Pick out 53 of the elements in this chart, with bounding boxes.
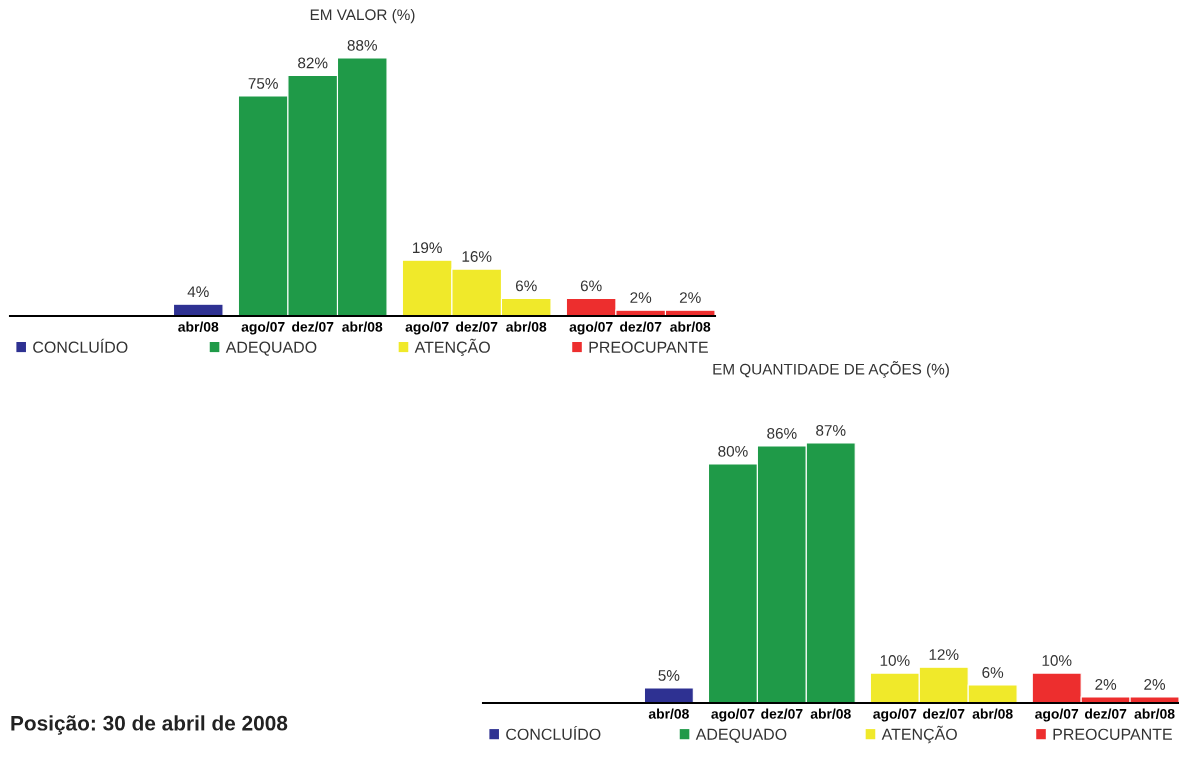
data-label: 4% <box>187 286 209 298</box>
legend-label: CONCLUÍDO <box>33 338 128 353</box>
data-label: 2% <box>630 292 652 303</box>
chart-title: EM VALOR (%) <box>310 8 415 24</box>
x-tick-label: ago/07 <box>241 321 285 335</box>
text: Posição: 30 de abril de 2008 <box>11 715 288 735</box>
x-tick-label: ago/07 <box>405 321 449 335</box>
x-tick-label: abr/08 <box>178 321 219 332</box>
legend-label: ADEQUADO <box>695 728 787 743</box>
x-tick-label: abr/08 <box>1134 708 1175 719</box>
data-label: 75% <box>248 78 278 89</box>
x-tick-label: ago/07 <box>711 708 755 722</box>
legend-label: PREOCUPANTE <box>1053 728 1172 740</box>
x-tick-label: abr/08 <box>648 708 689 719</box>
data-label: 82% <box>298 57 328 69</box>
x-tick-label: dez/07 <box>1084 708 1127 719</box>
bar <box>172 303 224 316</box>
data-label: 16% <box>462 251 492 262</box>
data-label: 6% <box>982 667 1004 678</box>
data-label: 88% <box>347 39 377 51</box>
data-label: 10% <box>1042 655 1072 666</box>
chart-title: EM QUANTIDADE DE AÇÕES (%) <box>713 361 949 378</box>
x-tick-label: abr/08 <box>972 708 1013 719</box>
data-label: 6% <box>515 280 537 292</box>
data-label: 19% <box>413 242 442 254</box>
data-label: 2% <box>1095 679 1117 690</box>
x-tick-label: abr/08 <box>342 321 383 332</box>
x-tick-label: ago/07 <box>569 321 613 335</box>
x-tick-label: abr/08 <box>506 321 547 332</box>
legend-label: ATENÇÃO <box>881 725 957 744</box>
x-tick-label: dez/07 <box>923 708 965 719</box>
legend-label: CONCLUÍDO <box>506 725 601 740</box>
x-tick-label: abr/08 <box>670 321 711 332</box>
data-label: 10% <box>880 655 910 666</box>
data-label: 87% <box>816 425 846 436</box>
data-label: 12% <box>929 649 959 660</box>
x-tick-label: dez/07 <box>456 321 498 332</box>
x-tick-label: ago/07 <box>1035 708 1079 722</box>
bar <box>643 687 694 703</box>
data-label: 5% <box>658 670 680 681</box>
data-label: 6% <box>580 280 602 292</box>
x-tick-label: dez/07 <box>761 708 803 719</box>
data-label: 80% <box>718 445 748 457</box>
x-tick-label: ago/07 <box>873 708 917 722</box>
x-tick-label: dez/07 <box>620 321 662 332</box>
legend-label: PREOCUPANTE <box>589 341 708 353</box>
legend-label: ADEQUADO <box>225 341 317 356</box>
data-label: 2% <box>679 292 701 303</box>
data-label: 86% <box>767 427 797 439</box>
data-label: 2% <box>1144 679 1166 690</box>
x-tick-label: abr/08 <box>810 708 851 719</box>
x-tick-label: dez/07 <box>292 321 334 332</box>
legend-label: ATENÇÃO <box>414 338 490 357</box>
